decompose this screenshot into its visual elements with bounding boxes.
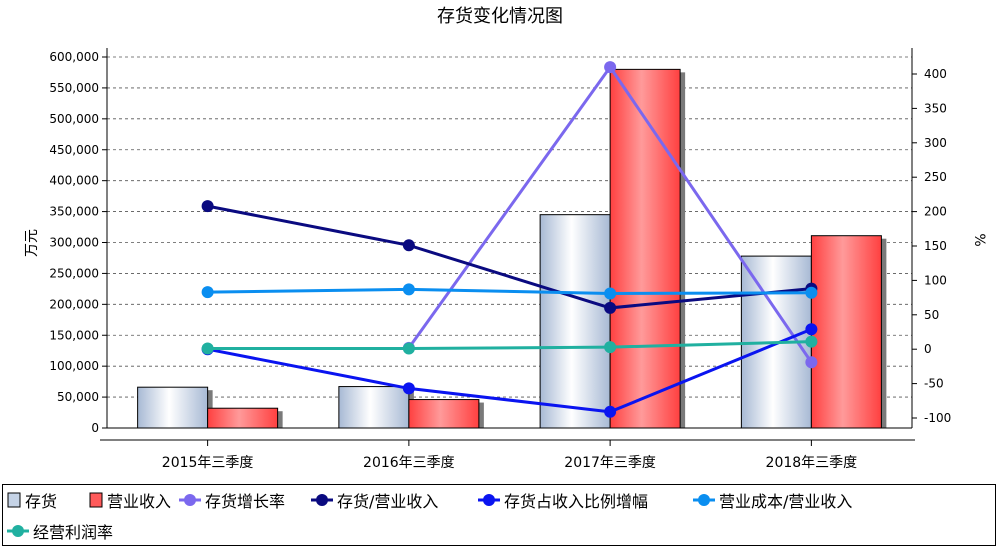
chart: 存货变化情况图 0 50,000 100,000 150,000 200,000 250,…	[24, 6, 987, 471]
legend: 存货 营业收入 存货增长率 存货/营业收入 存货占收入比例增幅 营业成本/营业收入经营利润…	[2, 484, 996, 546]
point-营业成本/营业收入	[805, 286, 818, 299]
y-left-tick-label: 600,000	[49, 50, 99, 64]
bar-营业收入	[408, 399, 480, 429]
legend-label: 存货/营业收入	[337, 492, 439, 511]
point-存货/营业收入	[201, 200, 214, 213]
legend-item: 营业成本/营业收入	[693, 489, 852, 511]
series-lines	[201, 61, 818, 418]
y-left-tick-label: 400,000	[49, 174, 99, 188]
legend-label: 存货	[25, 492, 58, 511]
series-line-存货占收入比例增幅	[207, 327, 812, 414]
legend-label: 经营利润率	[33, 523, 114, 542]
bars	[137, 68, 887, 429]
point-存货占收入比例增幅	[402, 382, 415, 395]
point-经营利润率	[805, 335, 818, 348]
bar-存货	[137, 386, 209, 429]
series-line-存货/营业收入	[207, 204, 812, 310]
y-right-tick-label: -100	[924, 411, 951, 425]
axes	[100, 48, 917, 446]
legend-item: 经营利润率	[7, 520, 113, 542]
point-存货增长率	[805, 356, 818, 369]
legend-label: 营业成本/营业收入	[719, 492, 853, 511]
y-left-tick-label: 50,000	[57, 390, 99, 404]
chart-title: 存货变化情况图	[437, 6, 563, 27]
point-经营利润率	[604, 341, 617, 354]
bar-存货	[539, 214, 611, 429]
y-axis-right-label: %	[971, 233, 987, 246]
bar-营业收入	[609, 68, 681, 429]
y-left-tick-label: 550,000	[49, 81, 99, 95]
legend-swatch	[89, 492, 103, 508]
legend-swatch	[478, 494, 500, 506]
x-tick-label: 2017年三季度	[564, 455, 656, 471]
point-存货占收入比例增幅	[604, 405, 617, 418]
point-营业成本/营业收入	[402, 283, 415, 296]
tick-labels: 0 50,000 100,000 150,000 200,000 250,000 300,0…	[49, 50, 951, 471]
y-left-tick-label: 450,000	[49, 143, 99, 157]
y-left-tick-label: 250,000	[49, 266, 99, 280]
y-left-tick-label: 150,000	[49, 328, 99, 342]
point-存货占收入比例增幅	[805, 323, 818, 336]
legend-label: 存货增长率	[205, 492, 286, 511]
x-tick-label: 2018年三季度	[766, 455, 858, 471]
y-right-tick-label: 200	[924, 205, 947, 219]
x-tick-label: 2015年三季度	[162, 455, 254, 471]
legend-label: 存货占收入比例增幅	[504, 492, 649, 511]
legend-item: 存货增长率	[179, 489, 285, 511]
point-经营利润率	[402, 342, 415, 355]
y-left-tick-label: 200,000	[49, 297, 99, 311]
y-left-tick-label: 350,000	[49, 205, 99, 219]
series-line-营业成本/营业收入	[207, 287, 812, 295]
y-left-tick-label: 0	[91, 421, 99, 435]
y-right-tick-label: 350	[924, 101, 947, 115]
y-left-tick-label: 100,000	[49, 359, 99, 373]
bar-营业收入	[810, 235, 882, 429]
legend-item: 存货占收入比例增幅	[478, 489, 648, 511]
y-right-tick-label: 150	[924, 239, 947, 253]
y-right-tick-label: 100	[924, 273, 947, 287]
legend-swatch	[311, 494, 333, 506]
point-经营利润率	[201, 342, 214, 355]
y-right-tick-label: 250	[924, 170, 947, 184]
point-存货/营业收入	[604, 301, 617, 314]
legend-swatch	[7, 525, 29, 537]
legend-swatch	[693, 494, 715, 506]
y-right-tick-label: 400	[924, 67, 947, 81]
point-营业成本/营业收入	[604, 287, 617, 300]
y-axis-left-label: 万元	[24, 229, 40, 257]
point-存货增长率	[604, 61, 617, 74]
bar-营业收入	[207, 407, 279, 429]
legend-label: 营业收入	[107, 492, 172, 511]
legend-item: 营业收入	[89, 489, 171, 511]
series-line-经营利润率	[207, 340, 812, 351]
legend-item: 存货/营业收入	[311, 489, 438, 511]
y-right-tick-label: 0	[924, 342, 932, 356]
bar-存货	[338, 386, 410, 429]
legend-swatch	[7, 492, 21, 508]
x-tick-label: 2016年三季度	[363, 455, 455, 471]
point-存货/营业收入	[402, 239, 415, 252]
legend-swatch	[179, 494, 201, 506]
y-right-tick-label: -50	[924, 377, 944, 391]
y-right-tick-label: 300	[924, 136, 947, 150]
y-right-tick-label: 50	[924, 308, 939, 322]
y-left-tick-label: 500,000	[49, 112, 99, 126]
point-营业成本/营业收入	[201, 286, 214, 299]
legend-item: 存货	[7, 489, 57, 511]
y-left-tick-label: 300,000	[49, 236, 99, 250]
